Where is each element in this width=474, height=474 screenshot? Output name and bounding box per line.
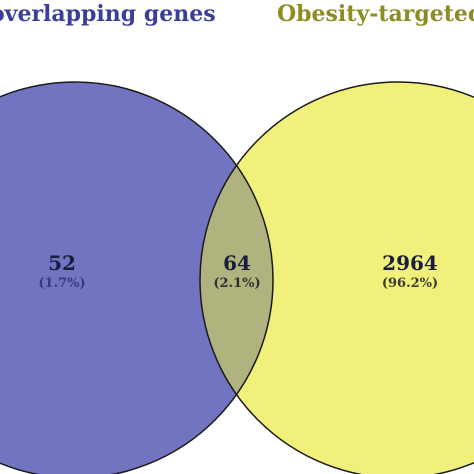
left-set-outline (0, 81, 274, 474)
right-set-label: Obesity-targeted (277, 1, 474, 27)
left-only-percent: (1.7%) (38, 276, 85, 291)
left-set-circle (0, 82, 273, 474)
right-only-count: 2964 (382, 251, 438, 275)
left-set-label: overlapping genes (0, 1, 216, 27)
right-only-percent: (96.2%) (382, 276, 438, 291)
right-set-circle (200, 82, 474, 474)
overlap-count: 64 (223, 251, 251, 275)
left-only-count: 52 (48, 251, 76, 275)
right-set-outline (199, 81, 474, 474)
overlap-percent: (2.1%) (213, 276, 260, 291)
